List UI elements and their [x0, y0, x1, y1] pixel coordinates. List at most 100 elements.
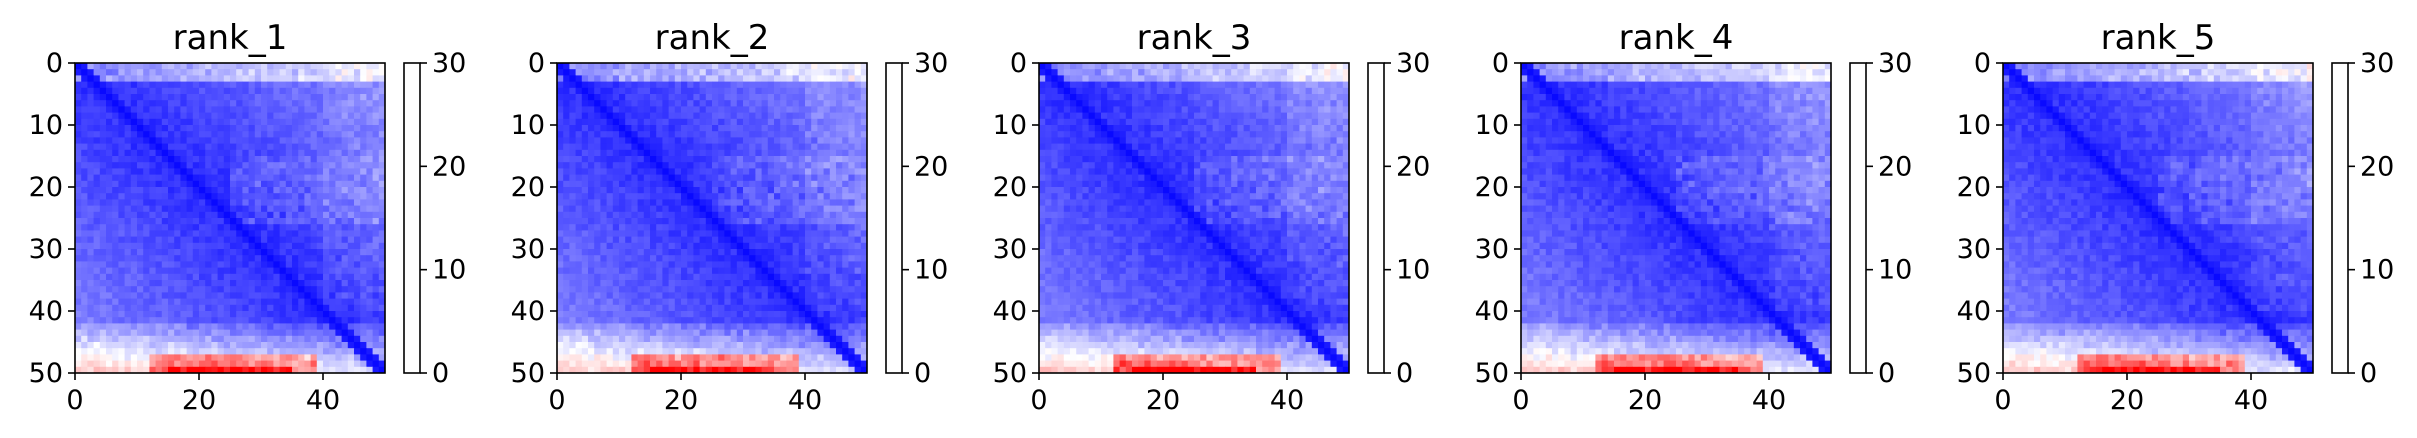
heatmap-cell — [712, 273, 719, 281]
heatmap-cell — [848, 242, 855, 250]
heatmap-cell — [124, 94, 132, 101]
heatmap-cell — [285, 286, 293, 293]
heatmap-cell — [606, 323, 614, 330]
heatmap-cell — [588, 273, 595, 281]
heatmap-cell — [155, 106, 163, 113]
heatmap-cell — [805, 106, 812, 113]
heatmap-cell — [298, 137, 305, 144]
heatmap-cell — [681, 249, 688, 256]
heatmap-cell — [718, 162, 725, 169]
heatmap-cell — [718, 348, 725, 355]
heatmap-cell — [668, 335, 676, 343]
heatmap-cell — [619, 236, 626, 244]
heatmap-cell — [761, 180, 769, 188]
heatmap-cell — [823, 168, 831, 175]
heatmap-cell — [310, 311, 318, 318]
heatmap-cell — [236, 354, 243, 361]
heatmap-cell — [261, 255, 268, 262]
heatmap-cell — [335, 211, 342, 219]
heatmap-cell — [161, 63, 169, 70]
heatmap-cell — [261, 193, 268, 200]
heatmap-cell — [625, 131, 632, 138]
heatmap-cell — [643, 292, 651, 299]
heatmap-cell — [600, 75, 607, 82]
heatmap-cell — [248, 193, 256, 200]
heatmap-cell — [637, 329, 645, 337]
heatmap-cell — [316, 94, 324, 101]
heatmap-cell — [217, 342, 225, 349]
heatmap-cell — [662, 112, 669, 120]
heatmap-cell — [143, 174, 150, 182]
heatmap-cell — [805, 63, 812, 70]
heatmap-cell — [774, 348, 781, 355]
heatmap-cell — [699, 69, 707, 76]
heatmap-cell — [774, 199, 781, 206]
heatmap-cell — [668, 143, 676, 151]
heatmap-cell — [848, 125, 855, 132]
heatmap-cell — [594, 168, 601, 175]
heatmap-cell — [236, 162, 243, 169]
heatmap-cell — [681, 180, 688, 188]
heatmap-cell — [854, 218, 862, 225]
heatmap-cell — [106, 205, 113, 213]
heatmap-cell — [668, 137, 676, 144]
heatmap-cell — [230, 174, 237, 182]
heatmap-cell — [569, 292, 576, 299]
heatmap-cell — [211, 87, 218, 95]
heatmap-cell — [848, 131, 855, 138]
heatmap-cell — [347, 143, 355, 151]
heatmap-cell — [217, 230, 225, 237]
heatmap-cell — [124, 255, 132, 262]
heatmap-cell — [842, 187, 849, 194]
heatmap-cell — [378, 342, 386, 349]
heatmap-cell — [612, 143, 620, 151]
heatmap-cell — [569, 311, 576, 318]
heatmap-cell — [730, 317, 738, 324]
heatmap-cell — [180, 354, 187, 361]
heatmap-cell — [236, 81, 243, 89]
heatmap-cell — [637, 267, 645, 275]
heatmap-cell — [699, 311, 707, 318]
heatmap-cell — [112, 354, 119, 361]
heatmap-cell — [143, 69, 150, 76]
heatmap-cell — [211, 106, 218, 113]
heatmap-cell — [106, 255, 113, 262]
heatmap-cell — [137, 193, 144, 200]
heatmap-cell — [575, 249, 583, 256]
heatmap-cell — [854, 69, 862, 76]
heatmap-cell — [180, 267, 187, 275]
heatmap-cell — [600, 354, 607, 361]
heatmap-cell — [705, 205, 713, 213]
heatmap-cell — [805, 348, 812, 355]
heatmap-cell — [273, 304, 280, 312]
heatmap-cell — [594, 242, 601, 250]
heatmap-cell — [273, 329, 280, 337]
heatmap-cell — [248, 230, 256, 237]
heatmap-cell — [823, 360, 831, 368]
heatmap-cell — [774, 162, 781, 169]
heatmap-cell — [792, 94, 800, 101]
heatmap-cell — [823, 280, 831, 287]
heatmap-cell — [329, 205, 336, 213]
heatmap-cell — [749, 81, 756, 89]
heatmap-cell — [248, 304, 256, 312]
heatmap-cell — [304, 106, 311, 113]
heatmap-cell — [854, 180, 862, 188]
heatmap-cell — [798, 280, 806, 287]
heatmap-cell — [236, 168, 243, 175]
heatmap-cell — [730, 249, 738, 256]
heatmap-cell — [836, 81, 843, 89]
heatmap-cell — [588, 218, 595, 225]
heatmap-cell — [705, 329, 713, 337]
heatmap-cell — [798, 156, 806, 163]
heatmap-cell — [310, 112, 318, 120]
heatmap-cell — [860, 118, 868, 126]
heatmap-cell — [724, 230, 731, 237]
heatmap-cell — [736, 249, 744, 256]
heatmap-cell — [854, 199, 862, 206]
heatmap-cell — [93, 366, 101, 374]
heatmap-cell — [780, 125, 787, 132]
heatmap-cell — [168, 162, 175, 169]
heatmap-cell — [285, 267, 293, 275]
heatmap-cell — [650, 162, 657, 169]
